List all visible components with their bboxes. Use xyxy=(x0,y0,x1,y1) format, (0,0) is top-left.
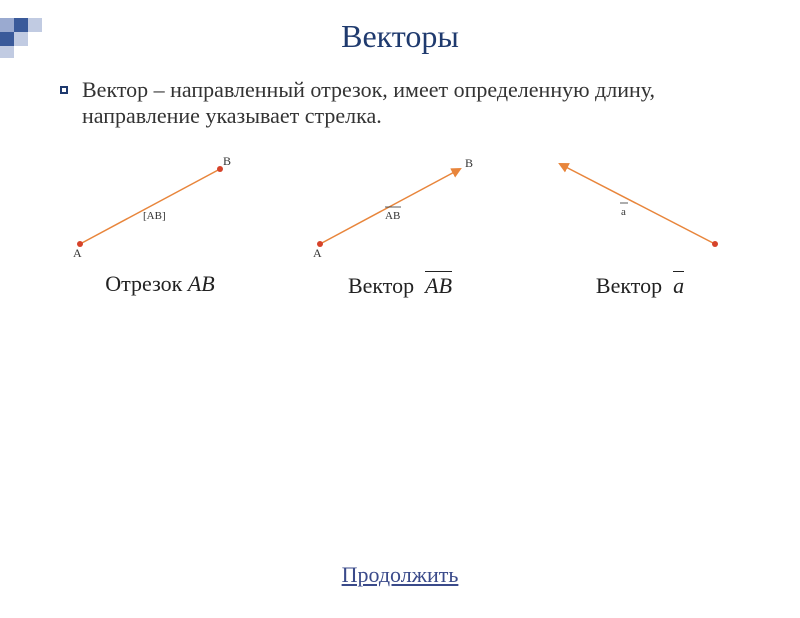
definition-text: Вектор – направленный отрезок, имеет опр… xyxy=(60,77,740,129)
diagram-vector-ab: A B AB xyxy=(305,149,495,259)
bullet-icon xyxy=(60,86,68,94)
svg-text:A: A xyxy=(313,246,322,259)
caption-vector-ab: Вектор AB xyxy=(280,271,520,299)
diagram-vector-a: a xyxy=(545,149,735,259)
continue-link[interactable]: Продолжить xyxy=(0,562,800,588)
page-title: Векторы xyxy=(0,18,800,55)
corner-decoration xyxy=(0,18,60,58)
caption-vector-a: Вектор a xyxy=(520,271,760,299)
caption-vector2-var: a xyxy=(673,271,684,299)
caption-row: Отрезок AB Вектор AB Вектор a xyxy=(40,271,760,299)
caption-vector2-text: Вектор xyxy=(596,273,662,298)
svg-text:a: a xyxy=(621,206,626,218)
caption-segment-text: Отрезок xyxy=(105,271,182,296)
svg-text:A: A xyxy=(73,246,82,259)
caption-segment: Отрезок AB xyxy=(40,271,280,299)
caption-vector1-var: AB xyxy=(425,271,452,299)
svg-text:[AB]: [AB] xyxy=(143,210,166,222)
diagram-row: A B [AB] A B AB xyxy=(40,149,760,259)
svg-text:B: B xyxy=(465,156,473,170)
definition-content: Вектор – направленный отрезок, имеет опр… xyxy=(82,77,655,128)
svg-text:B: B xyxy=(223,154,231,168)
caption-segment-var: AB xyxy=(188,271,215,296)
svg-text:AB: AB xyxy=(385,210,400,222)
caption-vector1-text: Вектор xyxy=(348,273,414,298)
diagram-segment: A B [AB] xyxy=(65,149,255,259)
